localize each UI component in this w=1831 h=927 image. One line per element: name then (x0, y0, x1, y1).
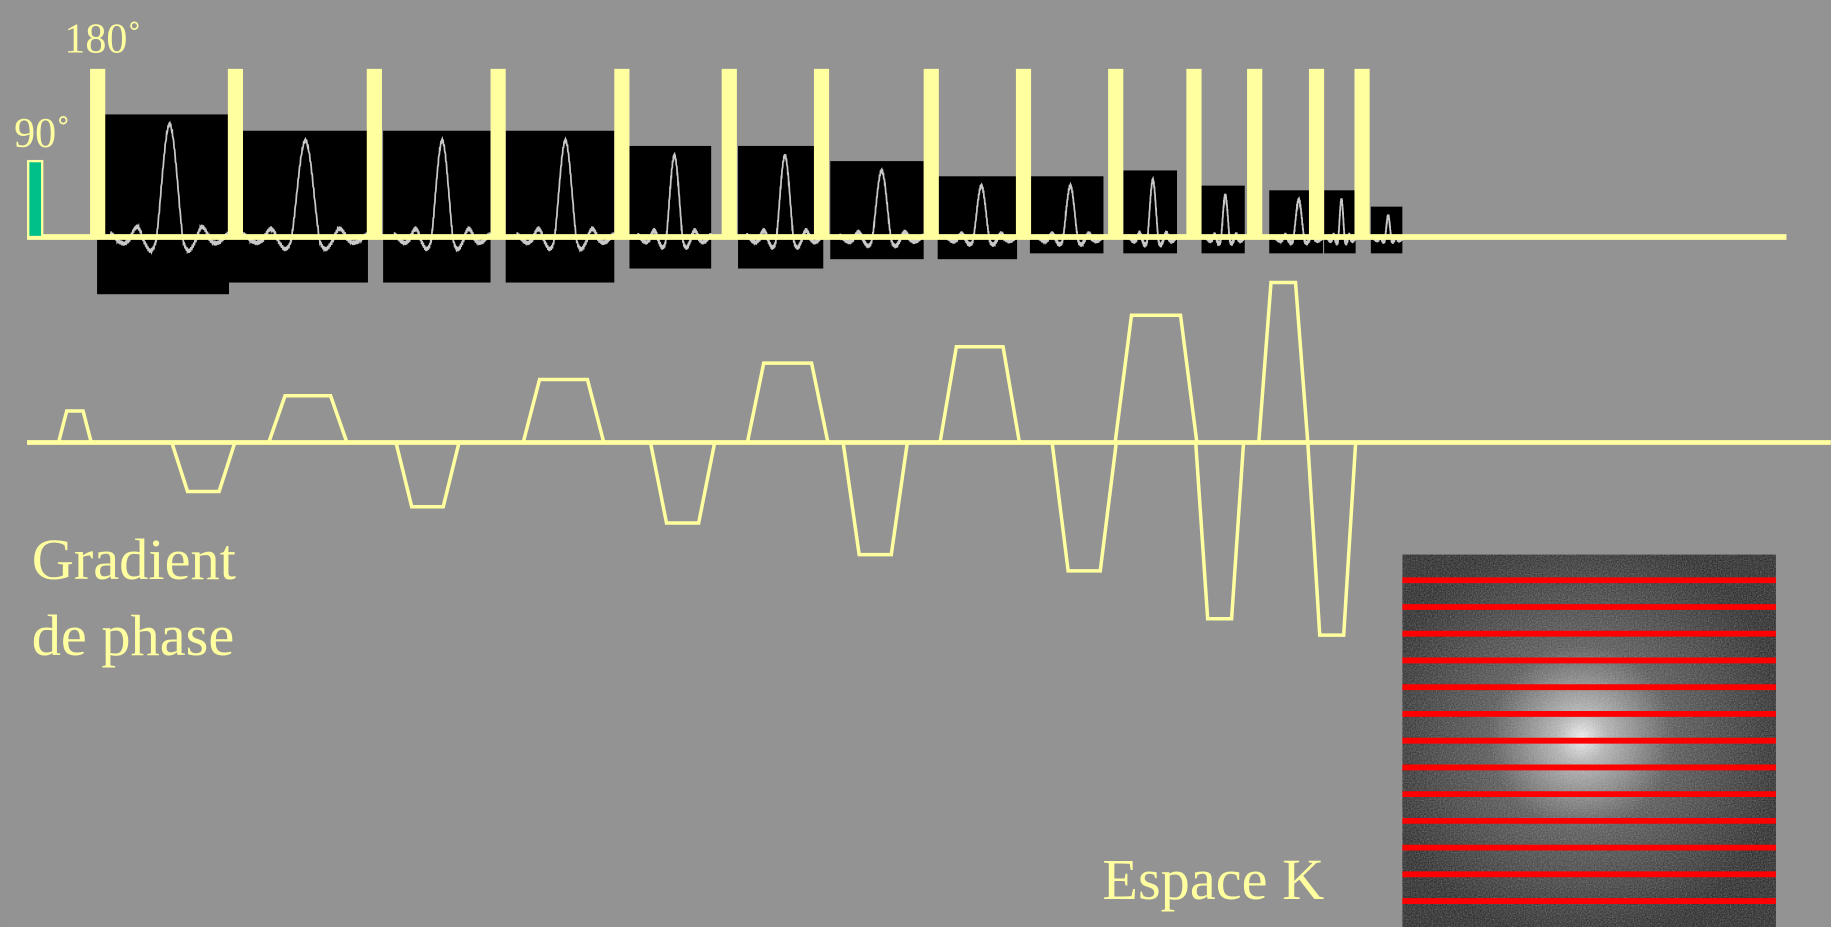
echo-window (738, 146, 823, 269)
pulse-180 (1309, 69, 1324, 237)
label-180: 180˚ (64, 17, 141, 63)
page: 180˚ 90˚ Gradient de phase Espace K (() … (0, 0, 1831, 927)
echo-window (229, 131, 368, 283)
pulse-180 (1016, 69, 1031, 237)
pulse-180 (491, 69, 506, 237)
pulse-90 (28, 161, 42, 237)
echo-window (938, 176, 1017, 259)
gradient-label-1: Gradient (32, 527, 236, 592)
pulse-180 (614, 69, 629, 237)
pulse-180 (1186, 69, 1201, 237)
echo-window (830, 161, 923, 259)
gradient-label-2: de phase (32, 603, 235, 668)
diagram: 180˚ 90˚ Gradient de phase Espace K (0, 0, 1831, 927)
label-90: 90˚ (14, 111, 70, 157)
pulse-180 (814, 69, 829, 237)
echo-window (629, 146, 711, 269)
pulse-180 (367, 69, 382, 237)
pulse-180 (1108, 69, 1123, 237)
echo-window (383, 131, 490, 283)
echo-window (506, 131, 615, 283)
pulse-180 (228, 69, 243, 237)
pulse-180 (1247, 69, 1262, 237)
kspace (1402, 555, 1776, 927)
pulse-180 (1354, 69, 1369, 237)
kspace-label: Espace K (1102, 847, 1324, 912)
pulse-180 (924, 69, 939, 237)
pulse-180 (722, 69, 737, 237)
pulse-180 (90, 69, 105, 237)
echo-window (97, 114, 229, 294)
